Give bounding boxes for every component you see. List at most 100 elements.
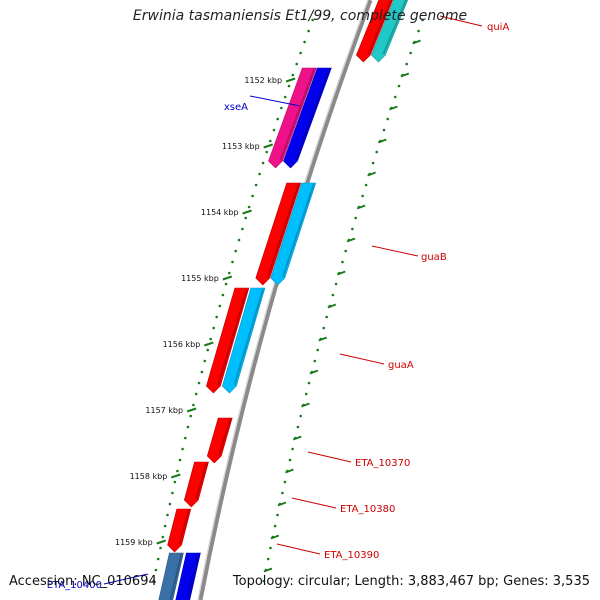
outer-track-tick <box>301 402 310 408</box>
inner-dot-track-dot <box>283 95 287 99</box>
outer-dot-track-dot <box>371 161 375 165</box>
gene-arrow-shade <box>233 288 264 386</box>
outer-dot-track-dot <box>266 557 270 561</box>
outer-track-tick <box>285 468 294 474</box>
gene-label-leader <box>371 245 419 257</box>
gene-arrow-shade <box>367 0 393 55</box>
inner-dot-track-dot <box>291 73 295 77</box>
gene-label-quiA[interactable]: quiA <box>487 22 509 33</box>
gene-arrow-guaA[interactable] <box>206 287 250 394</box>
kbp-tick-label: 1152 kbp <box>244 76 282 85</box>
gene-label-leader <box>307 451 352 463</box>
gene-arrow-ETA_10400[interactable] <box>158 552 184 600</box>
kbp-tick <box>203 341 214 347</box>
outer-dot-track-dot <box>344 249 348 253</box>
outer-dot-track-dot <box>364 183 368 187</box>
inner-dot-track-dot <box>234 249 237 253</box>
gene-guaA[interactable] <box>206 287 266 394</box>
inner-dot-track-dot <box>181 447 184 451</box>
outer-dot-track-dot <box>421 18 424 22</box>
kbp-tick <box>285 77 296 83</box>
gene-label-leader <box>276 543 321 555</box>
kbp-ticks: 1152 kbp 1153 kbp 1154 kbp 1155 kbp 1156 kbp… <box>115 39 421 573</box>
inner-dot-track-dot <box>280 106 283 110</box>
inner-dot-track-dot <box>194 392 198 396</box>
gene-arrow-shade <box>382 0 408 55</box>
inner-dot-track-dot <box>251 194 254 198</box>
inner-dot-track-dot <box>261 161 265 165</box>
inner-dot-track-dot <box>276 117 280 121</box>
outer-track-tick <box>277 501 287 507</box>
outer-track-tick <box>336 270 346 276</box>
gene-label-leader <box>103 573 149 585</box>
outer-dot-track-dot <box>273 524 277 528</box>
outer-dot-track-dot <box>334 282 338 286</box>
inner-dot-track-dot <box>299 51 302 55</box>
gene-label-ETA_10390[interactable]: ETA_10390 <box>324 550 379 561</box>
inner-dot-track-dot <box>221 293 225 297</box>
gene-guaB[interactable] <box>255 182 317 286</box>
gene-arrow-ETA_10400[interactable] <box>175 552 201 600</box>
gene-arrow-guaB[interactable] <box>270 182 317 286</box>
inner-dot-track-dot <box>295 62 299 66</box>
gene-ETA_10390[interactable] <box>167 508 192 553</box>
gene-arrow-shade <box>294 68 331 161</box>
gene-arrow-ETA_10370[interactable] <box>206 417 233 464</box>
gene-label-ETA_10370[interactable]: ETA_10370 <box>355 458 410 469</box>
kbp-tick <box>186 407 197 413</box>
inner-dot-track-dot <box>192 403 195 407</box>
outer-dot-track-dot <box>296 425 300 429</box>
gene-label-leader <box>249 95 301 107</box>
outer-dot-track-dot <box>299 414 303 418</box>
inner-dot-track-dot <box>307 29 310 33</box>
gene-ETA_10370[interactable] <box>206 417 233 464</box>
gene-features <box>158 0 411 600</box>
gene-arrow-guaB[interactable] <box>255 182 302 286</box>
gene-label-guaB[interactable]: guaB <box>421 252 447 263</box>
kbp-tick <box>170 473 181 479</box>
gene-label-xseA[interactable]: xseA <box>224 102 248 113</box>
outer-dot-track-dot <box>351 227 354 231</box>
inner-dot-track-dot <box>152 579 155 583</box>
outer-track-tick <box>367 171 376 177</box>
outer-dot-track-dot <box>325 315 329 319</box>
inner-dot-track-dot <box>254 183 258 187</box>
accession-text: Accession: NC_010694 <box>9 574 157 589</box>
outer-track-tick <box>309 369 319 375</box>
inner-dot-track-dot <box>197 381 201 385</box>
inner-dot-track-dot <box>244 216 247 220</box>
kbp-tick <box>263 143 274 149</box>
gene-label-ETA_10400[interactable]: ETA_10400 <box>47 580 102 591</box>
outer-track-tick <box>389 105 398 111</box>
gene-arrow-ETA_10390[interactable] <box>167 508 192 553</box>
outer-track-tick <box>400 72 410 78</box>
inner-dot-track-dot <box>269 139 272 143</box>
gene-label-leader <box>291 497 337 509</box>
inner-dot-track-dot <box>161 535 165 539</box>
outer-dot-track-dot <box>341 260 344 264</box>
inner-dot-track-dot <box>200 370 204 374</box>
gene-label-ETA_10380[interactable]: ETA_10380 <box>340 504 395 515</box>
inner-dot-track-dot <box>163 524 167 528</box>
inner-dot-track-dot <box>166 513 169 517</box>
outer-dot-track-dot <box>307 381 311 385</box>
gene-ETA_10400[interactable] <box>158 552 201 600</box>
outer-track-tick <box>327 303 337 309</box>
inner-dot-track-dot <box>156 557 160 561</box>
gene-arrow-shade <box>169 553 183 600</box>
inner-dot-track-dot <box>272 128 276 132</box>
gene-label-guaA[interactable]: guaA <box>388 360 414 371</box>
outer-dot-track-dot <box>276 513 279 517</box>
outer-dot-track-dot <box>361 194 364 198</box>
kbp-tick <box>242 209 252 215</box>
gene-arrow-guaA[interactable] <box>222 287 266 394</box>
gene-quiA[interactable] <box>356 0 411 63</box>
inner-dot-track-dot <box>206 348 209 352</box>
gene-xseA[interactable] <box>268 67 332 169</box>
inner-dot-track-dot <box>212 326 215 330</box>
gene-arrow-ETA_10380[interactable] <box>183 461 209 508</box>
gene-arrow-shade <box>266 183 300 278</box>
gene-ETA_10380[interactable] <box>183 461 209 508</box>
inner-dot-track-dot <box>186 425 190 429</box>
